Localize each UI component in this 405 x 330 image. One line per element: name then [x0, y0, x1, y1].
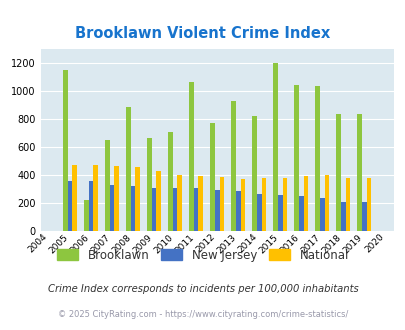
- Bar: [198, 176, 202, 231]
- Bar: [235, 191, 240, 231]
- Bar: [151, 188, 156, 231]
- Bar: [252, 116, 256, 231]
- Bar: [261, 178, 266, 231]
- Bar: [361, 202, 366, 231]
- Bar: [282, 178, 286, 231]
- Bar: [189, 82, 194, 231]
- Bar: [109, 185, 114, 231]
- Bar: [147, 138, 151, 231]
- Bar: [219, 177, 224, 231]
- Bar: [356, 114, 361, 231]
- Bar: [336, 114, 340, 231]
- Bar: [210, 123, 214, 231]
- Bar: [89, 182, 93, 231]
- Text: Crime Index corresponds to incidents per 100,000 inhabitants: Crime Index corresponds to incidents per…: [47, 284, 358, 294]
- Bar: [273, 63, 277, 231]
- Bar: [294, 85, 298, 231]
- Bar: [298, 196, 303, 231]
- Bar: [324, 175, 328, 231]
- Bar: [340, 202, 345, 231]
- Bar: [130, 185, 135, 231]
- Bar: [72, 165, 77, 231]
- Bar: [68, 181, 72, 231]
- Bar: [366, 178, 371, 231]
- Bar: [173, 188, 177, 231]
- Text: Brooklawn Violent Crime Index: Brooklawn Violent Crime Index: [75, 26, 330, 41]
- Bar: [114, 166, 119, 231]
- Legend: Brooklawn, New Jersey, National: Brooklawn, New Jersey, National: [53, 245, 352, 265]
- Bar: [135, 167, 140, 231]
- Text: © 2025 CityRating.com - https://www.cityrating.com/crime-statistics/: © 2025 CityRating.com - https://www.city…: [58, 310, 347, 319]
- Bar: [319, 198, 324, 231]
- Bar: [277, 195, 282, 231]
- Bar: [177, 175, 182, 231]
- Bar: [84, 200, 89, 231]
- Bar: [315, 86, 319, 231]
- Bar: [231, 101, 235, 231]
- Bar: [156, 171, 161, 231]
- Bar: [214, 189, 219, 231]
- Bar: [345, 178, 350, 231]
- Bar: [93, 165, 98, 231]
- Bar: [126, 108, 130, 231]
- Bar: [168, 132, 173, 231]
- Bar: [240, 179, 245, 231]
- Bar: [105, 140, 109, 231]
- Bar: [303, 176, 307, 231]
- Bar: [63, 70, 68, 231]
- Bar: [256, 194, 261, 231]
- Bar: [194, 188, 198, 231]
